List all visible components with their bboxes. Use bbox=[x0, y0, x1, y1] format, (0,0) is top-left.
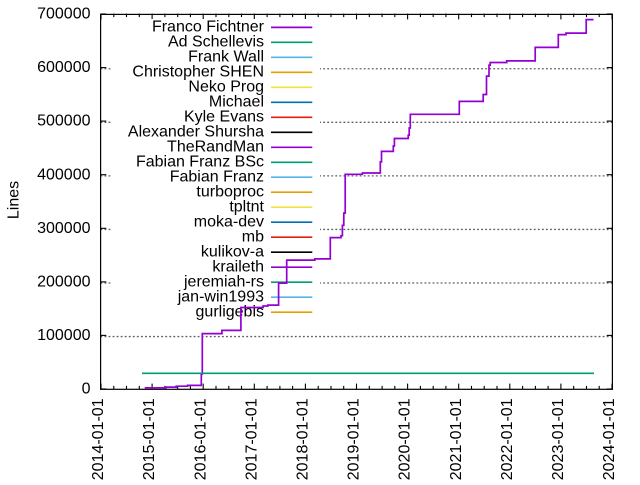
svg-text:Christopher SHEN: Christopher SHEN bbox=[132, 64, 264, 81]
svg-text:400000: 400000 bbox=[37, 166, 90, 183]
svg-text:0: 0 bbox=[82, 381, 91, 398]
svg-text:2016-01-01: 2016-01-01 bbox=[192, 398, 209, 480]
svg-text:Frank Wall: Frank Wall bbox=[188, 49, 264, 66]
svg-text:turboproc: turboproc bbox=[196, 184, 264, 201]
svg-text:300000: 300000 bbox=[37, 220, 90, 237]
svg-text:moka-dev: moka-dev bbox=[194, 214, 264, 231]
svg-text:Fabian Franz BSc: Fabian Franz BSc bbox=[136, 154, 264, 171]
svg-text:kulikov-a: kulikov-a bbox=[201, 244, 264, 261]
svg-text:600000: 600000 bbox=[37, 59, 90, 76]
svg-text:TheRandMan: TheRandMan bbox=[167, 139, 264, 156]
svg-text:Ad Schellevis: Ad Schellevis bbox=[168, 34, 264, 51]
svg-text:2024-01-01: 2024-01-01 bbox=[601, 398, 618, 480]
svg-text:2021-01-01: 2021-01-01 bbox=[448, 398, 465, 480]
svg-text:2014-01-01: 2014-01-01 bbox=[90, 398, 107, 480]
svg-text:Kyle Evans: Kyle Evans bbox=[184, 109, 264, 126]
svg-text:jan-win1993: jan-win1993 bbox=[177, 289, 264, 306]
svg-text:Franco Fichtner: Franco Fichtner bbox=[152, 19, 265, 36]
svg-text:gurligebis: gurligebis bbox=[196, 304, 264, 321]
svg-text:2022-01-01: 2022-01-01 bbox=[499, 398, 516, 480]
svg-text:tpltnt: tpltnt bbox=[229, 199, 264, 216]
svg-text:2020-01-01: 2020-01-01 bbox=[397, 398, 414, 480]
svg-text:jeremiah-rs: jeremiah-rs bbox=[183, 274, 264, 291]
svg-text:2018-01-01: 2018-01-01 bbox=[295, 398, 312, 480]
svg-text:Neko Prog: Neko Prog bbox=[188, 79, 264, 96]
svg-text:500000: 500000 bbox=[37, 113, 90, 130]
svg-text:2015-01-01: 2015-01-01 bbox=[141, 398, 158, 480]
svg-text:2019-01-01: 2019-01-01 bbox=[346, 398, 363, 480]
svg-text:2023-01-01: 2023-01-01 bbox=[550, 398, 567, 480]
svg-text:2017-01-01: 2017-01-01 bbox=[243, 398, 260, 480]
svg-text:700000: 700000 bbox=[37, 6, 90, 23]
svg-text:Alexander Shursha: Alexander Shursha bbox=[128, 124, 264, 141]
svg-text:Michael: Michael bbox=[209, 94, 264, 111]
svg-text:mb: mb bbox=[242, 229, 264, 246]
svg-text:kraileth: kraileth bbox=[212, 259, 264, 276]
svg-text:Lines: Lines bbox=[5, 181, 22, 219]
svg-text:100000: 100000 bbox=[37, 327, 90, 344]
svg-text:Fabian Franz: Fabian Franz bbox=[170, 169, 264, 186]
svg-text:200000: 200000 bbox=[37, 274, 90, 291]
